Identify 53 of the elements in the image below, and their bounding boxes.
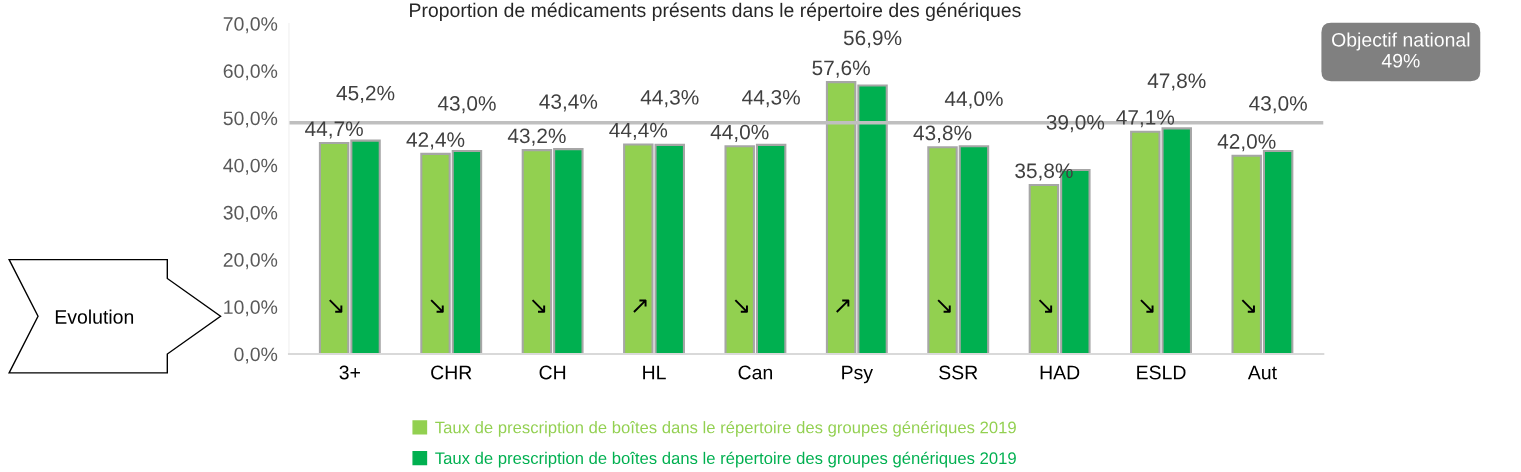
data-label: 43,0% bbox=[437, 96, 496, 114]
y-tick-label: 0,0% bbox=[234, 347, 278, 364]
data-label: 39,0% bbox=[1046, 114, 1105, 133]
data-label: 44,3% bbox=[640, 89, 699, 108]
data-label: 43,4% bbox=[539, 94, 598, 112]
x-tick-label: 3+ bbox=[339, 365, 360, 380]
annotation: ↘ bbox=[531, 299, 546, 313]
data-label: 56,9% bbox=[843, 30, 902, 48]
data-label: 44,4% bbox=[609, 122, 668, 140]
y-tick-label: 30,0% bbox=[223, 205, 278, 222]
data-label: 43,2% bbox=[507, 128, 566, 146]
text: Evolution bbox=[55, 309, 134, 324]
x-tick-label: Can bbox=[738, 365, 772, 380]
annotation: ↘ bbox=[1038, 299, 1053, 313]
y-tick-label: 60,0% bbox=[223, 64, 278, 81]
data-label: 43,8% bbox=[913, 125, 972, 143]
data-label: 35,8% bbox=[1015, 163, 1073, 181]
x-tick-label: Psy bbox=[842, 365, 873, 384]
annotation: ↘ bbox=[430, 299, 444, 313]
data-label: 45,2% bbox=[336, 85, 395, 103]
y-tick-label: 40,0% bbox=[223, 158, 278, 175]
annotation: ↘ bbox=[1241, 299, 1255, 313]
x-tick-label: SSR bbox=[939, 365, 978, 380]
annotation: ↘ bbox=[1140, 299, 1154, 313]
annotation: ↘ bbox=[937, 299, 951, 313]
ref-line-label: Objectif national 49% bbox=[1332, 32, 1470, 68]
chart-title: Proportion de médicaments présents dans le répertoire des génériques bbox=[410, 2, 1021, 21]
data-label: 42,4% bbox=[406, 132, 465, 150]
x-tick-label: CHR bbox=[431, 365, 472, 380]
y-tick-label: 50,0% bbox=[223, 111, 278, 128]
y-tick-label: 10,0% bbox=[224, 300, 278, 317]
data-label: 57,6% bbox=[812, 60, 870, 78]
x-tick-label: Aut bbox=[1247, 365, 1277, 380]
data-label: 44,0% bbox=[710, 124, 769, 142]
annotation: ↗ bbox=[633, 299, 647, 313]
data-label: 42,0% bbox=[1217, 134, 1276, 152]
data-label: 47,8% bbox=[1147, 73, 1206, 91]
legend-label: Taux de prescription de boîtes dans le répertoire des groupes génériques 2019 bbox=[435, 451, 1016, 468]
legend-label: Taux de prescription de boîtes dans le répertoire des groupes génériques 2019 bbox=[435, 420, 1016, 437]
data-label: 44,3% bbox=[742, 89, 800, 108]
annotation: ↘ bbox=[734, 299, 748, 313]
x-tick-label: HAD bbox=[1040, 365, 1080, 380]
data-label: 44,0% bbox=[944, 91, 1003, 109]
x-tick-label: CH bbox=[539, 365, 566, 380]
annotation: ↗ bbox=[836, 299, 850, 313]
data-label: 47,1% bbox=[1116, 110, 1175, 128]
y-tick-label: 70,0% bbox=[223, 17, 278, 34]
y-tick-label: 20,0% bbox=[223, 253, 278, 270]
x-tick-label: HL bbox=[643, 365, 666, 380]
data-label: 44,7% bbox=[305, 121, 363, 139]
x-tick-label: ESLD bbox=[1137, 365, 1186, 380]
data-label: 43,0% bbox=[1249, 96, 1307, 114]
annotation: ↘ bbox=[329, 299, 343, 313]
